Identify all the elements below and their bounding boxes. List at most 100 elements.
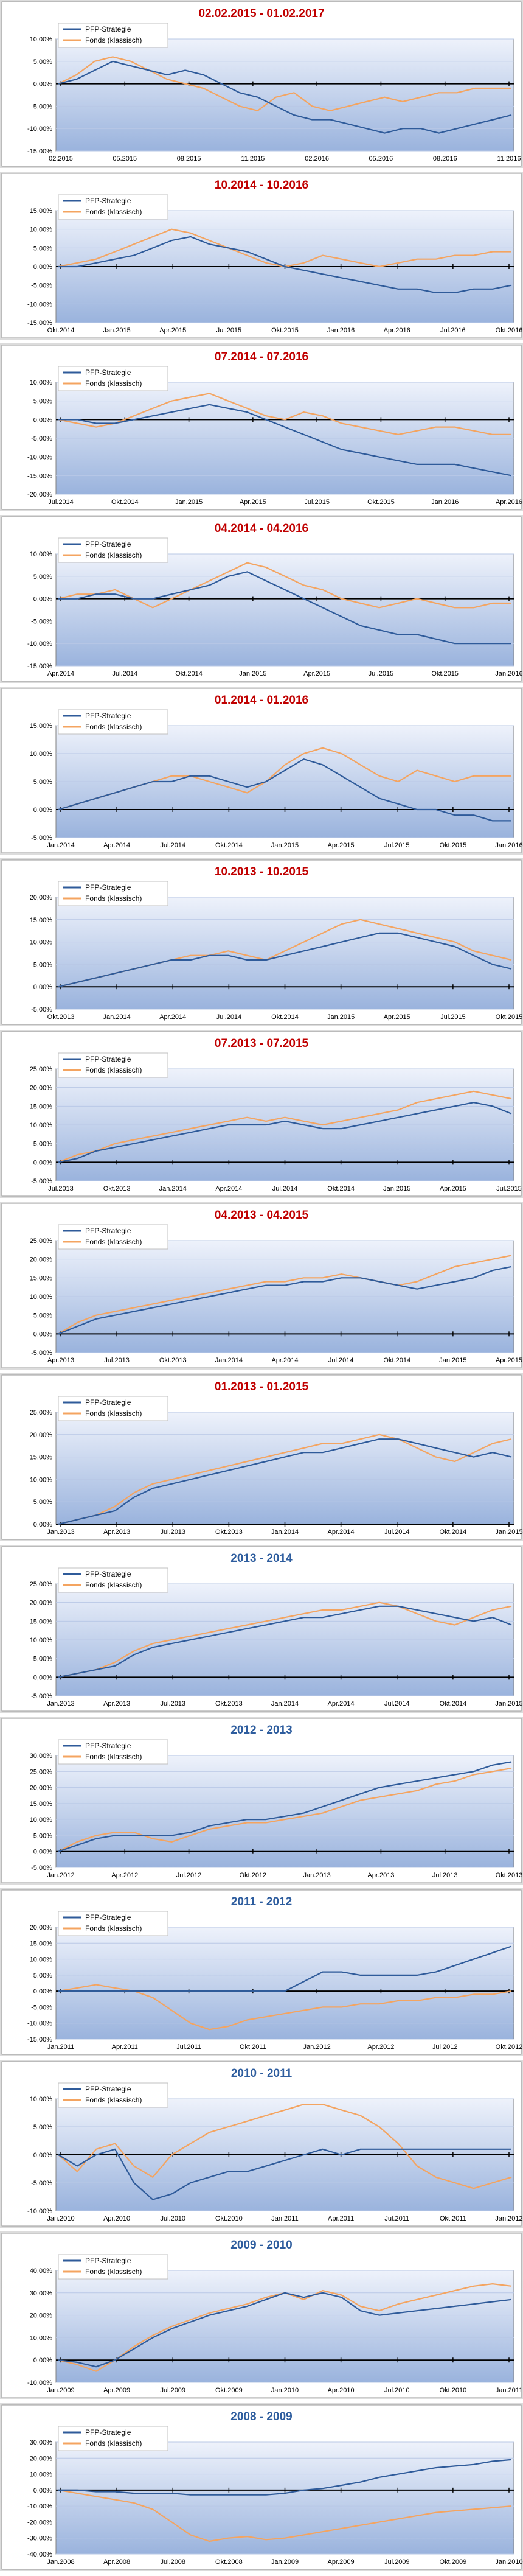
y-tick-label: -40,00% xyxy=(27,2551,52,2558)
y-tick-label: 25,00% xyxy=(30,1237,53,1245)
x-tick-label: Jul.2015 xyxy=(496,1185,522,1192)
legend: PFP-Strategie Fonds (klassisch) xyxy=(58,2254,168,2280)
legend-label-strategy: PFP-Strategie xyxy=(85,2428,131,2437)
legend: PFP-Strategie Fonds (klassisch) xyxy=(58,1396,168,1421)
x-tick-label: Apr.2014 xyxy=(47,670,74,677)
x-tick-label: Okt.2010 xyxy=(440,2387,467,2394)
y-tick-label: -5,00% xyxy=(31,2180,52,2187)
x-tick-label: Okt.2011 xyxy=(240,2043,266,2051)
legend: PFP-Strategie Fonds (klassisch) xyxy=(58,194,168,220)
x-tick-label: Okt.2013 xyxy=(103,1185,131,1192)
y-tick-label: -15,00% xyxy=(27,148,52,155)
x-tick-label: Okt.2014 xyxy=(327,1185,355,1192)
y-tick-label: 0,00% xyxy=(33,1674,52,1681)
legend-label-fund: Fonds (klassisch) xyxy=(85,1924,142,1933)
series-line-fund xyxy=(58,1601,512,1678)
legend-label-fund: Fonds (klassisch) xyxy=(85,1409,142,1418)
y-tick-label: 0,00% xyxy=(33,1159,52,1166)
series-line-fund xyxy=(58,1255,512,1335)
y-tick-label: 15,00% xyxy=(30,917,53,924)
y-tick-label: 15,00% xyxy=(30,208,53,215)
y-tick-label: -15,00% xyxy=(27,2036,52,2043)
y-tick-label: 10,00% xyxy=(30,551,53,558)
x-tick-label: Apr.2014 xyxy=(159,1013,186,1021)
x-tick-label: Okt.2015 xyxy=(431,670,459,677)
series-line-fund xyxy=(58,2104,512,2189)
y-tick-label: -10,00% xyxy=(27,125,52,133)
legend-box xyxy=(58,1396,168,1421)
x-tick-label: Apr.2012 xyxy=(367,2043,394,2051)
y-tick-label: -10,00% xyxy=(27,454,52,461)
y-tick-label: 25,00% xyxy=(30,1768,53,1776)
y-tick-label: 5,00% xyxy=(33,573,52,581)
x-tick-label: Apr.2014 xyxy=(328,1700,355,1707)
chart-panel: 2010 - 2011 10,00% 5,00% 0,00% -5,00% -10,00%… xyxy=(0,2060,523,2228)
legend-label-fund: Fonds (klassisch) xyxy=(85,894,142,903)
x-tick-label: 08.2015 xyxy=(177,155,201,163)
plot-area xyxy=(55,2441,514,2555)
chart-title: 2008 - 2009 xyxy=(230,2410,292,2423)
x-tick-label: Jul.2014 xyxy=(328,1357,354,1364)
x-tick-label: Jan.2013 xyxy=(47,1700,74,1707)
legend-box xyxy=(58,709,168,735)
x-tick-label: Jan.2015 xyxy=(495,1700,522,1707)
x-tick-label: Jul.2015 xyxy=(384,842,410,849)
x-tick-label: Jul.2011 xyxy=(176,2043,201,2051)
series-line-strategy xyxy=(58,1605,512,1678)
legend-label-fund: Fonds (klassisch) xyxy=(85,551,142,559)
y-tick-label: 0,00% xyxy=(33,807,52,814)
y-tick-label: 25,00% xyxy=(30,1581,53,1588)
x-tick-label: 02.2015 xyxy=(49,155,73,163)
legend-label-strategy: PFP-Strategie xyxy=(85,1570,131,1578)
line-chart: 04.2014 - 04.2016 10,00% 5,00% 0,00% -5,00% -… xyxy=(1,516,523,682)
x-tick-label: Apr.2013 xyxy=(103,1528,130,1536)
x-tick-label: Jan.2016 xyxy=(327,327,355,334)
legend-box xyxy=(58,1224,168,1250)
legend-label-fund: Fonds (klassisch) xyxy=(85,36,142,44)
x-tick-label: Jul.2015 xyxy=(304,499,330,506)
x-tick-label: Jan.2013 xyxy=(47,1528,74,1536)
legend-box xyxy=(58,2254,168,2280)
x-tick-label: Apr.2016 xyxy=(496,499,522,506)
y-tick-label: 40,00% xyxy=(30,2267,53,2275)
y-tick-label: 10,00% xyxy=(30,939,53,947)
x-tick-label: Jan.2012 xyxy=(303,2043,331,2051)
legend-label-fund: Fonds (klassisch) xyxy=(85,379,142,388)
x-tick-label: Jul.2011 xyxy=(384,2215,409,2222)
y-tick-label: 0,00% xyxy=(33,2487,52,2494)
series-line-fund xyxy=(58,1433,512,1525)
y-tick-label: 5,00% xyxy=(33,2124,52,2131)
legend: PFP-Strategie Fonds (klassisch) xyxy=(58,1739,168,1765)
x-tick-label: Apr.2013 xyxy=(103,1700,130,1707)
y-tick-label: 15,00% xyxy=(30,1275,53,1282)
x-tick-label: Jul.2014 xyxy=(160,842,185,849)
y-tick-label: 10,00% xyxy=(30,2471,53,2479)
line-chart: 2009 - 2010 40,00% 30,00% 20,00% 10,00% 0,00%… xyxy=(1,2233,522,2398)
series-line-strategy xyxy=(58,60,512,134)
x-tick-label: Jul.2012 xyxy=(432,2043,458,2051)
y-tick-label: -10,00% xyxy=(27,2208,52,2215)
x-tick-label: Jan.2014 xyxy=(103,1013,130,1021)
y-tick-label: 10,00% xyxy=(30,379,53,387)
legend: PFP-Strategie Fonds (klassisch) xyxy=(58,537,168,563)
line-chart: 10.2014 - 10.2016 15,00% 10,00% 5,00% 0,00% -… xyxy=(1,173,522,338)
y-tick-label: 20,00% xyxy=(30,1085,53,1092)
chart-panel: 07.2013 - 07.2015 25,00% 20,00% 15,00% 10,00… xyxy=(0,1030,523,1198)
chart-panel: 07.2014 - 07.2016 10,00% 5,00% 0,00% -5,00% -… xyxy=(0,343,523,511)
chart-panel: 2011 - 2012 20,00% 15,00% 10,00% 5,00% 0,00% -… xyxy=(0,1888,523,2056)
plot-area xyxy=(55,1927,514,2040)
x-tick-label: Jul.2012 xyxy=(176,1872,202,1879)
x-tick-label: 11.2015 xyxy=(241,155,265,163)
x-tick-label: Jul.2013 xyxy=(432,1872,458,1879)
x-tick-label: Okt.2013 xyxy=(159,1357,187,1364)
y-tick-label: 0,00% xyxy=(33,416,52,424)
y-tick-label: -5,00% xyxy=(31,1349,52,1357)
legend-box xyxy=(58,1567,168,1593)
y-tick-label: -20,00% xyxy=(27,491,52,499)
legend-box xyxy=(58,194,168,220)
x-tick-label: Jan.2016 xyxy=(495,842,522,849)
x-tick-label: Jul.2014 xyxy=(48,499,74,506)
x-tick-label: Jul.2014 xyxy=(216,1013,242,1021)
series-line-strategy xyxy=(58,2459,512,2496)
